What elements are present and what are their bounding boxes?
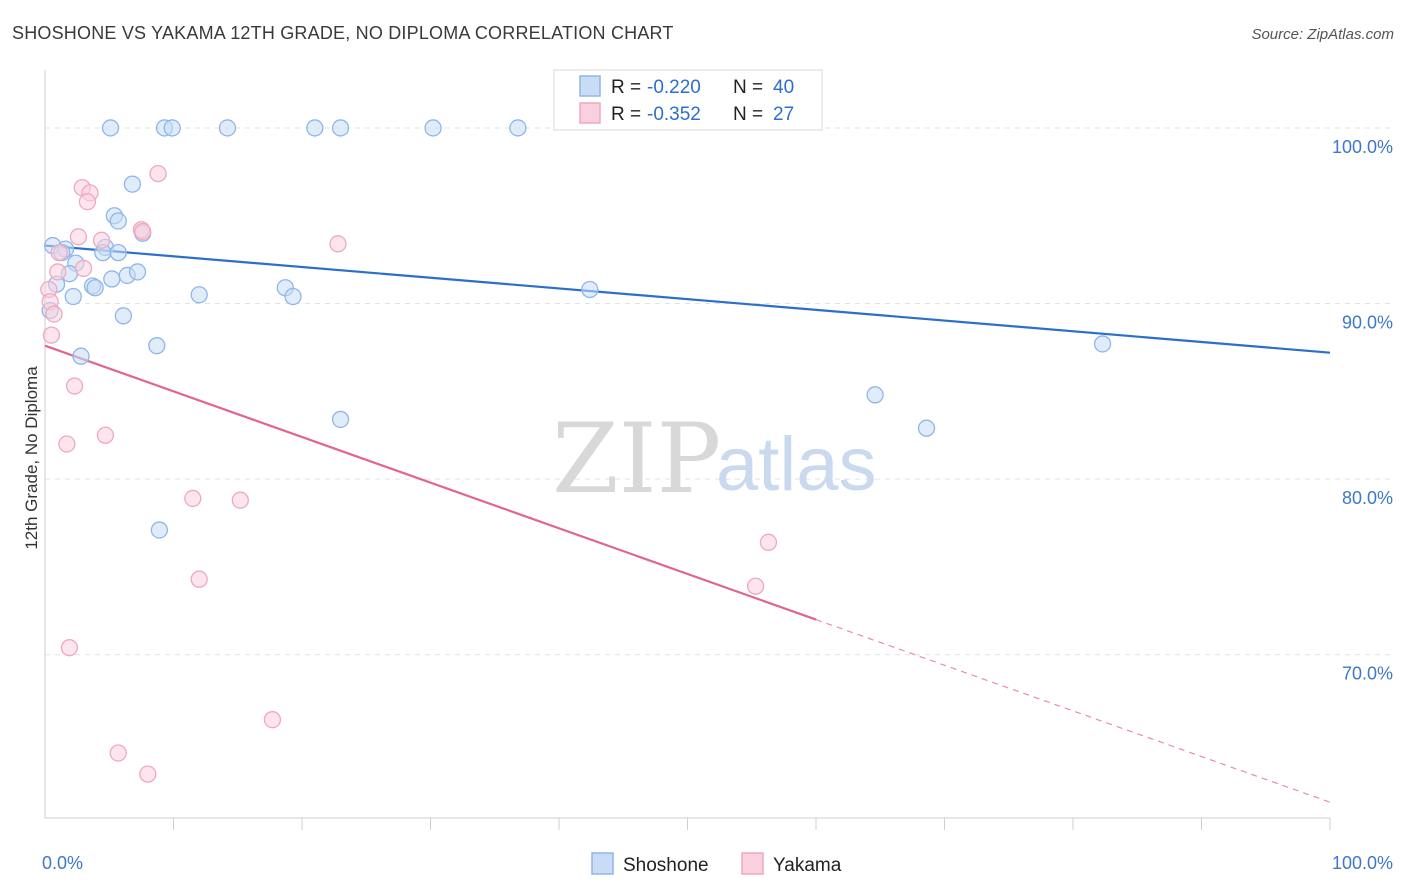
point-shoshone-17	[109, 243, 127, 262]
y-tick-label-1: 90.0%	[1342, 313, 1393, 333]
point-shoshone-0	[101, 119, 120, 137]
point-shoshone-36	[866, 386, 884, 404]
point-yakama-9	[50, 243, 68, 262]
point-yakama-6	[69, 228, 88, 246]
y-tick-label-0: 100.0%	[1332, 137, 1393, 157]
watermark-zip: ZIP	[552, 403, 721, 515]
legend-n-label-shoshone: N =	[733, 77, 763, 98]
trend-line-shoshone	[44, 244, 1331, 354]
point-yakama-8	[329, 235, 347, 253]
point-shoshone-8	[123, 175, 142, 193]
point-shoshone-32	[114, 307, 133, 325]
point-yakama-20	[231, 491, 249, 509]
legend-r-value-yakama: -0.352	[647, 104, 701, 125]
gridlines	[45, 127, 1393, 656]
point-shoshone-4	[306, 119, 324, 137]
point-yakama-5	[134, 222, 152, 241]
series-legend-swatch-shoshone	[591, 852, 614, 875]
point-shoshone-3	[218, 119, 237, 137]
point-yakama-15	[42, 326, 61, 344]
y-tick-label-3: 70.0%	[1342, 664, 1393, 684]
y-axis-label: 12th Grade, No Diploma	[22, 366, 41, 550]
point-shoshone-34	[72, 347, 90, 365]
stats-legend: R = -0.220 N = 40 R = -0.352 N = 27	[553, 69, 823, 131]
point-yakama-23	[746, 577, 765, 595]
point-yakama-19	[184, 489, 202, 508]
data-points	[40, 119, 1112, 783]
point-yakama-0	[149, 164, 167, 183]
point-shoshone-39	[150, 521, 169, 539]
point-yakama-26	[109, 744, 127, 762]
series-legend-swatch-yakama	[741, 852, 764, 875]
legend-swatch-yakama	[579, 102, 601, 124]
series-legend-label-shoshone: Shoshone	[623, 855, 709, 876]
point-yakama-24	[60, 639, 79, 657]
point-shoshone-21	[128, 263, 147, 281]
legend-swatch-shoshone	[579, 75, 601, 97]
point-shoshone-10	[109, 212, 127, 230]
point-shoshone-37	[331, 410, 350, 429]
point-shoshone-28	[64, 287, 82, 306]
point-yakama-11	[49, 263, 67, 281]
point-yakama-18	[58, 435, 76, 453]
point-yakama-21	[759, 533, 778, 551]
legend-r-label-shoshone: R =	[611, 77, 641, 98]
series-legend-label-yakama: Yakama	[773, 855, 842, 876]
point-yakama-3	[78, 193, 97, 211]
series-legend: Shoshone Yakama	[591, 852, 842, 876]
point-shoshone-6	[424, 119, 442, 137]
watermark: ZIP atlas	[552, 403, 877, 515]
point-shoshone-7	[509, 119, 527, 137]
point-shoshone-35	[1093, 335, 1112, 353]
point-shoshone-5	[331, 119, 350, 137]
point-yakama-22	[190, 570, 208, 588]
point-shoshone-33	[148, 337, 166, 355]
x-tick-label-left: 0.0%	[42, 853, 83, 873]
legend-n-label-yakama: N =	[733, 104, 763, 125]
point-yakama-17	[96, 426, 115, 444]
chart-source: Source: ZipAtlas.com	[1251, 26, 1394, 43]
legend-n-value-shoshone: 40	[773, 77, 794, 98]
point-shoshone-27	[581, 280, 599, 299]
watermark-atlas: atlas	[716, 422, 877, 507]
chart-title: SHOSHONE VS YAKAMA 12TH GRADE, NO DIPLOM…	[12, 23, 674, 43]
point-shoshone-2	[163, 119, 181, 137]
point-shoshone-30	[284, 287, 302, 306]
legend-r-value-shoshone: -0.220	[647, 77, 701, 98]
point-yakama-25	[263, 711, 282, 729]
point-shoshone-25	[86, 279, 104, 297]
y-tick-label-2: 80.0%	[1342, 488, 1393, 508]
point-shoshone-29	[190, 286, 208, 304]
trend-line-dashed-yakama	[815, 619, 1331, 803]
x-tick-marks	[173, 818, 1331, 830]
point-yakama-10	[74, 259, 93, 278]
point-shoshone-22	[103, 270, 121, 288]
point-yakama-27	[139, 765, 157, 783]
legend-r-label-yakama: R =	[611, 104, 641, 125]
point-shoshone-38	[917, 419, 936, 437]
x-tick-label-right: 100.0%	[1332, 853, 1393, 873]
y-tick-labels: 100.0% 90.0% 80.0% 70.0%	[1332, 137, 1393, 684]
point-yakama-14	[45, 305, 63, 323]
trend-lines	[44, 244, 1331, 803]
point-yakama-16	[65, 377, 84, 395]
legend-n-value-yakama: 27	[773, 104, 794, 125]
trend-line-yakama	[44, 344, 817, 621]
point-yakama-7	[92, 231, 111, 249]
